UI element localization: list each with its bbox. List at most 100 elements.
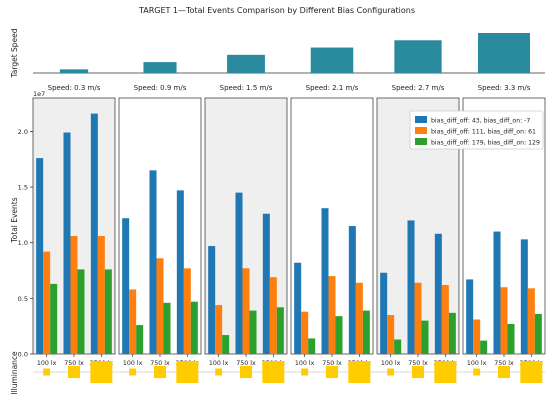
y-tick-label: 1.0: [18, 239, 28, 247]
illuminance-square: [262, 361, 285, 383]
x-tick-label: 100 lx: [37, 360, 57, 367]
speed-label: Speed: 0.9 m/s: [134, 84, 187, 92]
speed-bar: [227, 54, 265, 73]
bar: [149, 170, 157, 354]
y-tick-label: 2.0: [18, 128, 28, 136]
chart-title: TARGET 1—Total Events Comparison by Diff…: [138, 6, 415, 15]
illuminance-label: Illuminance: [10, 351, 19, 395]
bar: [520, 239, 528, 354]
legend: bias_diff_off: 43, bias_diff_on: -7 bias_…: [409, 110, 544, 150]
bar: [183, 268, 191, 354]
speed-label: Speed: 1.5 m/s: [220, 84, 273, 92]
speed-label: Speed: 0.3 m/s: [48, 84, 101, 92]
speed-label: Speed: 2.1 m/s: [306, 84, 359, 92]
legend-entry: bias_diff_off: 43, bias_diff_on: -7: [431, 118, 530, 125]
illuminance-square: [497, 365, 511, 379]
bar: [208, 246, 216, 354]
bar: [276, 307, 284, 354]
bar: [421, 320, 429, 354]
speed-bar: [478, 33, 530, 73]
y-axis-multiplier: 1e7: [33, 90, 45, 98]
bar: [335, 316, 343, 354]
legend-swatch: [415, 116, 427, 123]
y-tick-label: 0.0: [18, 351, 28, 359]
illuminance-square: [325, 365, 339, 379]
legend-box: [409, 110, 544, 150]
illuminance-square: [43, 368, 51, 376]
speed-label: Speed: 3.3 m/s: [478, 84, 531, 92]
illuminance-square: [90, 361, 113, 383]
bar: [294, 262, 302, 354]
x-tick-label: 100 lx: [381, 360, 401, 367]
bar: [380, 272, 388, 354]
bar: [480, 340, 488, 354]
x-tick-label: 100 lx: [467, 360, 487, 367]
bar: [414, 282, 422, 354]
bar: [129, 289, 137, 354]
illuminance-square: [215, 368, 223, 376]
bar: [242, 268, 250, 354]
y-tick-label: 0.5: [18, 295, 28, 303]
bar: [163, 302, 171, 354]
bar: [434, 233, 442, 354]
illuminance-square: [301, 368, 309, 376]
y-tick-label: 1.5: [18, 184, 28, 192]
illuminance-square: [520, 361, 543, 383]
bar: [269, 277, 277, 354]
x-tick-label: 750 lx: [408, 360, 428, 367]
illuminance-square: [67, 365, 81, 379]
bar: [63, 132, 71, 354]
bar: [50, 283, 58, 354]
bar: [355, 282, 363, 354]
bar: [448, 312, 456, 354]
y-axis: 0.0 0.5 1.0 1.5 2.0: [18, 128, 33, 359]
y-axis-label: Total Events: [10, 197, 19, 243]
target-speed-label: Target Speed: [10, 28, 19, 78]
illuminance-square: [473, 368, 481, 376]
x-tick-label: 100 lx: [123, 360, 143, 367]
illuminance-square: [411, 365, 425, 379]
illuminance-square: [153, 365, 167, 379]
speed-bar: [59, 69, 89, 73]
bar: [441, 284, 449, 354]
bar: [308, 338, 316, 354]
bar: [534, 313, 542, 354]
bar: [387, 315, 395, 354]
bar: [190, 301, 198, 354]
bar: [348, 226, 356, 354]
speed-bar: [143, 62, 177, 73]
bar: [262, 213, 270, 354]
bar: [222, 335, 230, 354]
legend-swatch: [415, 138, 427, 145]
x-tick-label: 750 lx: [494, 360, 514, 367]
bar: [136, 325, 144, 354]
bar: [156, 258, 164, 354]
legend-entry: bias_diff_off: 179, bias_diff_on: 129: [431, 140, 540, 147]
bar: [473, 319, 481, 354]
x-tick-label: 100 lx: [209, 360, 229, 367]
bar: [466, 279, 474, 354]
legend-swatch: [415, 127, 427, 134]
x-tick-label: 100 lx: [295, 360, 315, 367]
illuminance-square: [387, 368, 395, 376]
bar: [176, 190, 184, 354]
illuminance-strip: [33, 361, 545, 383]
bar: [500, 287, 508, 354]
bar: [407, 220, 415, 354]
illuminance-square: [239, 365, 253, 379]
bar: [104, 269, 112, 354]
bar: [122, 218, 130, 354]
bar: [507, 323, 515, 354]
bar: [527, 288, 535, 354]
bar: [70, 236, 78, 354]
illuminance-square: [434, 361, 457, 383]
bar: [493, 231, 501, 354]
illuminance-square: [129, 368, 137, 376]
illuminance-square: [176, 361, 199, 383]
x-tick-label: 750 lx: [150, 360, 170, 367]
